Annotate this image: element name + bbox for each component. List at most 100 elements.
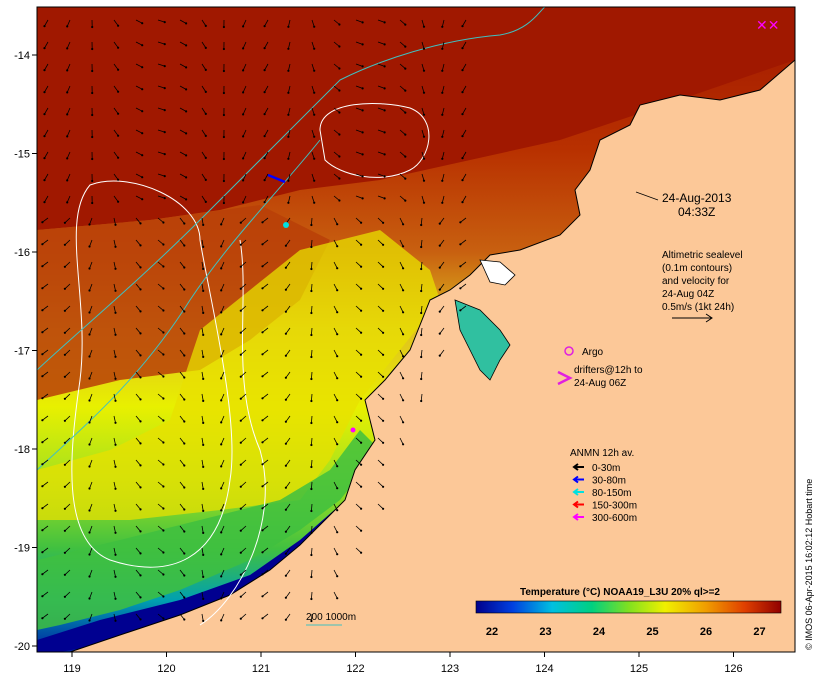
velocity-arrow-head xyxy=(336,465,339,468)
velocity-arrow xyxy=(377,261,384,268)
velocity-arrow-head xyxy=(263,113,266,116)
velocity-arrow-head xyxy=(41,287,44,290)
velocity-arrow xyxy=(44,173,49,181)
velocity-arrow xyxy=(460,305,467,311)
velocity-arrow xyxy=(113,305,116,313)
velocity-arrow xyxy=(311,591,313,600)
velocity-arrow xyxy=(377,195,385,199)
velocity-arrow-head xyxy=(338,111,341,114)
velocity-arrow xyxy=(201,129,207,137)
velocity-arrow-head xyxy=(139,552,142,555)
velocity-arrow-head xyxy=(88,487,91,490)
velocity-arrow xyxy=(421,129,425,137)
velocity-arrow-head xyxy=(284,530,287,533)
velocity-arrow-head xyxy=(383,109,386,112)
velocity-arrow-head xyxy=(284,376,287,379)
velocity-arrow-head xyxy=(261,617,264,620)
velocity-arrow xyxy=(420,371,423,380)
velocity-arrow-head xyxy=(313,47,316,50)
velocity-arrow-head xyxy=(202,267,205,270)
drifter-cyan xyxy=(283,222,289,228)
velocity-arrow xyxy=(439,305,445,312)
velocity-arrow xyxy=(420,305,423,314)
velocity-arrow xyxy=(157,371,164,377)
velocity-arrow xyxy=(355,525,362,531)
velocity-arrow-head xyxy=(420,223,423,227)
velocity-arrow-head xyxy=(402,443,405,446)
velocity-arrow-head xyxy=(141,88,144,91)
colorbar-tick-label: 22 xyxy=(486,626,498,638)
velocity-arrow xyxy=(355,415,362,421)
velocity-arrow xyxy=(462,63,467,71)
velocity-arrow-head xyxy=(163,21,166,24)
drifter-magenta xyxy=(350,427,356,433)
velocity-arrow xyxy=(201,569,204,577)
velocity-arrow-head xyxy=(338,23,341,26)
velocity-arrow xyxy=(135,481,141,488)
velocity-arrow xyxy=(285,371,291,378)
velocity-arrow xyxy=(355,547,362,553)
velocity-arrow xyxy=(355,195,363,199)
velocity-arrow-head xyxy=(204,90,207,93)
velocity-arrow xyxy=(201,19,207,27)
velocity-arrow-head xyxy=(284,552,287,555)
drifters-line: 24-Aug 06Z xyxy=(574,378,626,389)
velocity-arrow-head xyxy=(438,310,441,313)
velocity-arrow xyxy=(242,41,247,49)
anmn-item-label: 150-300m xyxy=(592,501,637,512)
velocity-arrow xyxy=(64,393,71,400)
velocity-arrow xyxy=(113,41,119,48)
velocity-arrow xyxy=(220,283,225,291)
velocity-arrow-head xyxy=(261,551,264,554)
velocity-arrow-head xyxy=(261,419,264,422)
velocity-arrow-head xyxy=(313,135,316,138)
velocity-arrow-head xyxy=(422,69,426,72)
orange-water-region xyxy=(37,205,330,400)
velocity-arrow-head xyxy=(313,113,316,116)
velocity-arrow xyxy=(157,305,164,311)
colorbar-tick-label: 26 xyxy=(700,626,712,638)
velocity-arrow-head xyxy=(63,441,66,444)
velocity-arrow-head xyxy=(461,179,464,182)
velocity-arrow xyxy=(240,349,247,355)
velocity-arrow-head xyxy=(383,175,386,178)
velocity-arrow-head xyxy=(63,309,66,312)
velocity-arrow xyxy=(377,173,385,177)
velocity-arrow-head xyxy=(404,23,407,26)
velocity-arrow-head xyxy=(117,112,120,115)
velocity-arrow-head xyxy=(336,553,339,556)
velocity-arrow-head xyxy=(310,509,313,513)
velocity-arrow-head xyxy=(287,113,290,116)
velocity-arrow xyxy=(179,415,185,422)
velocity-arrow xyxy=(89,459,93,467)
velocity-arrow-head xyxy=(162,551,165,554)
velocity-arrow xyxy=(240,305,247,311)
velocity-arrow xyxy=(64,239,71,246)
velocity-arrow-head xyxy=(422,157,426,160)
velocity-arrow xyxy=(179,459,185,466)
velocity-arrow-head xyxy=(114,465,117,468)
velocity-arrow-head xyxy=(204,200,207,203)
velocity-arrow-head xyxy=(220,421,223,424)
velocity-arrow-head xyxy=(420,267,423,271)
velocity-arrow-head xyxy=(438,266,441,269)
velocity-arrow xyxy=(377,217,384,224)
velocity-arrow xyxy=(399,107,406,113)
velocity-arrow-head xyxy=(438,288,441,291)
velocity-arrow xyxy=(240,261,247,267)
velocity-arrow-head xyxy=(63,353,66,356)
velocity-arrow-head xyxy=(263,135,266,138)
velocity-arrow xyxy=(66,173,71,181)
velocity-arrow-head xyxy=(41,595,44,598)
velocity-arrow xyxy=(113,525,116,533)
velocity-arrow-head xyxy=(162,507,165,510)
velocity-arrow xyxy=(311,437,313,446)
velocity-arrow xyxy=(311,129,315,137)
velocity-arrow-head xyxy=(336,487,339,490)
velocity-arrow-head xyxy=(361,197,364,200)
velocity-arrow xyxy=(157,195,165,199)
velocity-arrow-head xyxy=(261,573,264,576)
velocity-arrow xyxy=(135,283,141,290)
velocity-arrow-head xyxy=(114,487,117,490)
velocity-arrow xyxy=(201,283,204,291)
